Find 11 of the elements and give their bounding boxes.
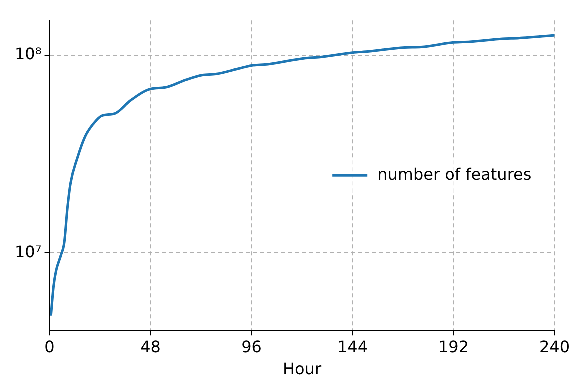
- y-tick-label: 10⁸: [14, 44, 42, 64]
- x-tick-label: 192: [438, 337, 470, 356]
- line-series: [50, 34, 555, 316]
- legend-label: number of features: [378, 164, 532, 184]
- x-tick-label: 0: [44, 337, 55, 356]
- x-tick-label: 96: [242, 337, 262, 356]
- x-tick-label: 144: [337, 337, 368, 356]
- y-tick-label: 10⁷: [14, 242, 42, 262]
- x-tick-label: 240: [539, 337, 570, 356]
- x-tick-label: 48: [140, 337, 161, 356]
- x-axis-title: Hour: [282, 360, 322, 379]
